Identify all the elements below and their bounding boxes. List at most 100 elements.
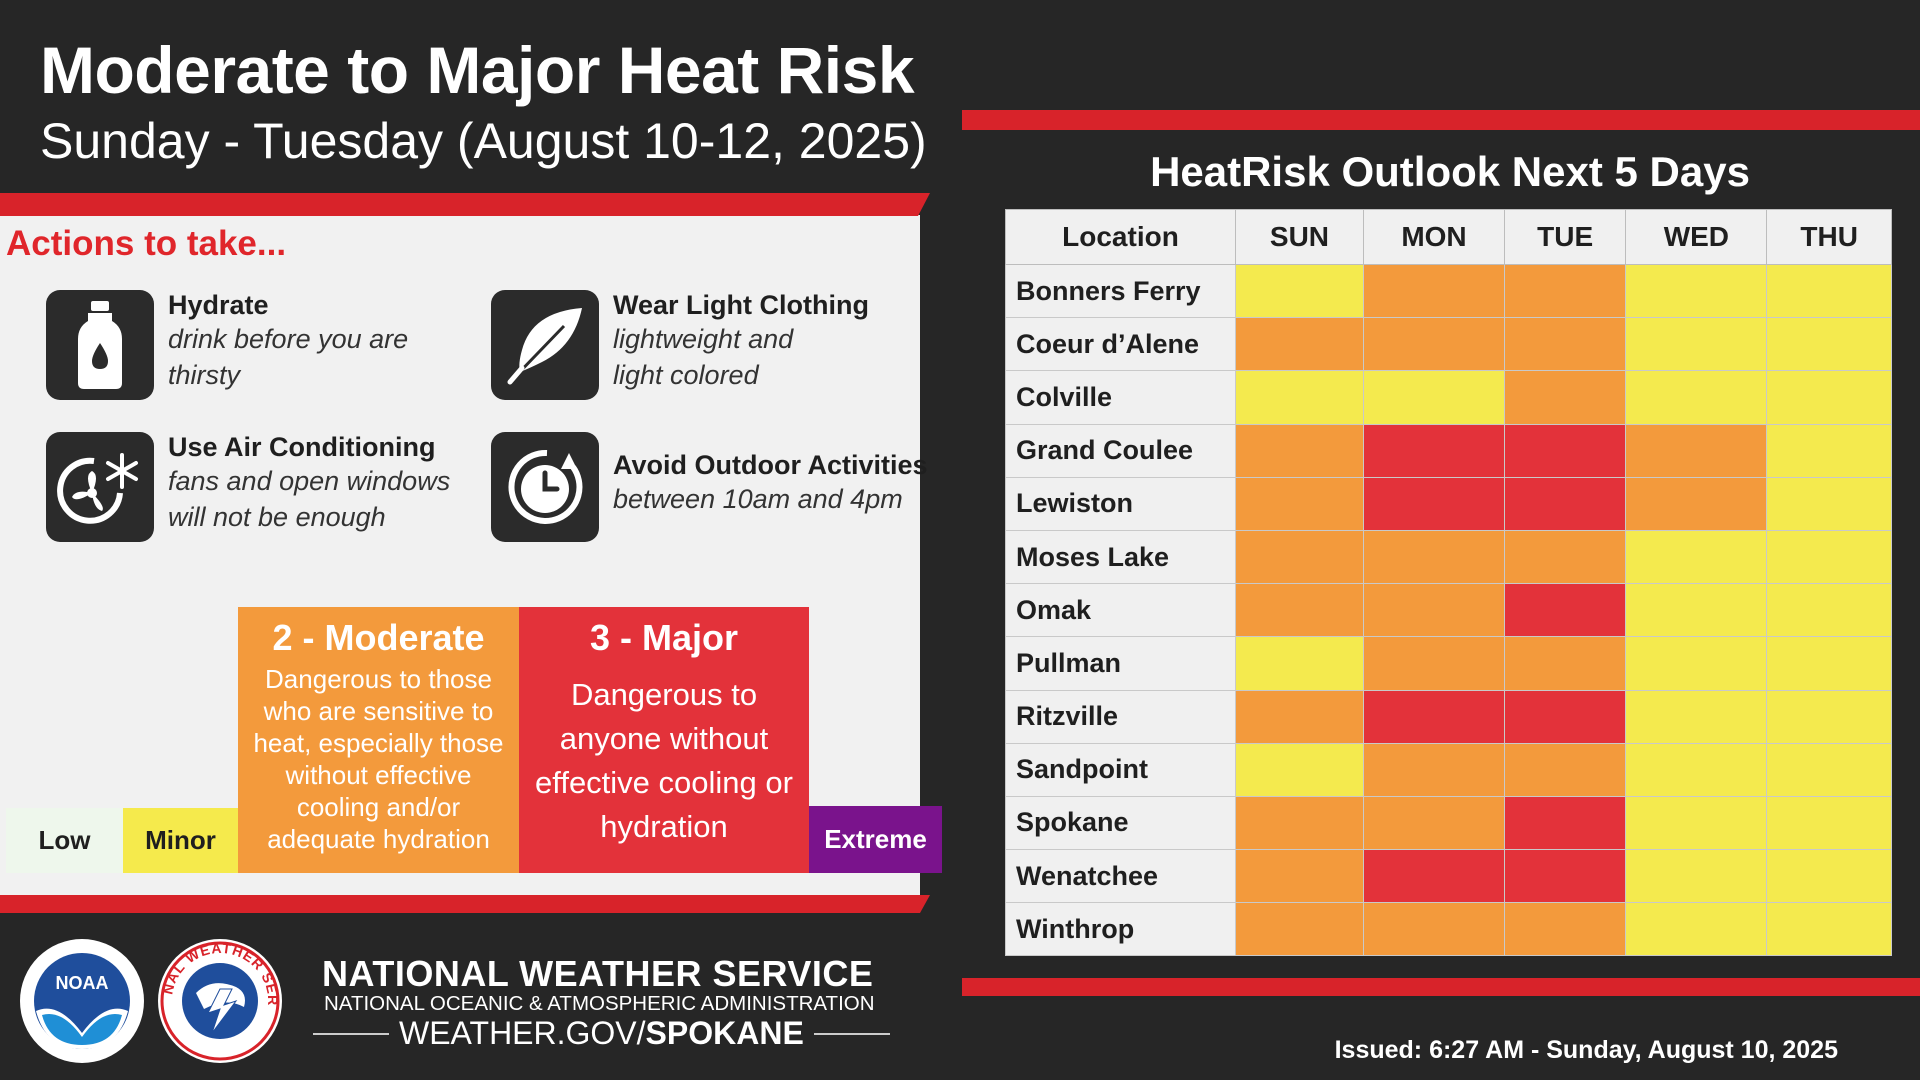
table-row: Colville	[1005, 370, 1892, 425]
actions-heading: Actions to take...	[6, 224, 287, 263]
location-cell: Moses Lake	[1005, 529, 1236, 585]
location-cell: Winthrop	[1005, 902, 1236, 957]
table-row: Bonners Ferry	[1005, 263, 1892, 319]
divider	[313, 1032, 389, 1035]
location-cell: Omak	[1005, 583, 1236, 638]
feather-icon	[491, 290, 599, 400]
heatrisk-level-cell	[1362, 636, 1506, 691]
heatrisk-level-cell	[1362, 476, 1506, 531]
column-header-location: Location	[1005, 209, 1236, 265]
scale-low: Low	[6, 808, 123, 873]
scale-moderate-title: 2 - Moderate	[272, 617, 485, 658]
table-row: Pullman	[1005, 636, 1892, 691]
table-row: Coeur d’Alene	[1005, 317, 1892, 372]
heatrisk-level-cell	[1504, 902, 1627, 957]
heatrisk-level-cell	[1504, 263, 1627, 319]
nws-logo: NATIONAL WEATHER SERVICE	[156, 937, 282, 1063]
action-avoid-outdoor-text: Avoid Outdoor Activities between 10am an…	[613, 432, 928, 517]
noaa-logo-text: NOAA	[56, 973, 109, 993]
scale-moderate-description: Dangerous to those who are sensitive to …	[253, 664, 504, 854]
heatrisk-level-cell	[1362, 689, 1506, 744]
heatrisk-level-cell	[1504, 795, 1627, 851]
action-description: between 10am and 4pm	[613, 484, 903, 514]
location-cell: Wenatchee	[1005, 849, 1236, 904]
heatrisk-level-cell	[1504, 742, 1627, 797]
action-air-conditioning: Use Air Conditioning fans and open windo…	[46, 432, 486, 542]
heatrisk-outlook-table: Location SUN MON TUE WED THU Bonners Ferry Coe…	[1005, 209, 1892, 957]
table-row: Spokane	[1005, 795, 1892, 851]
heatrisk-level-cell	[1625, 317, 1768, 372]
heatrisk-level-cell	[1625, 636, 1768, 691]
heatrisk-level-cell	[1766, 742, 1892, 797]
heatrisk-level-cell	[1504, 529, 1627, 585]
action-light-clothing-text: Wear Light Clothing lightweight and ligh…	[613, 290, 869, 393]
heatrisk-level-cell	[1235, 849, 1364, 904]
table-row: Winthrop	[1005, 902, 1892, 957]
scale-major: 3 - Major Dangerous to anyone without ef…	[519, 607, 809, 873]
table-row: Ritzville	[1005, 689, 1892, 744]
divider	[813, 1032, 890, 1035]
heatrisk-level-cell	[1362, 583, 1506, 638]
action-description: fans and open windows will not be enough	[168, 466, 451, 532]
website-link[interactable]: WEATHER.GOV/SPOKANE	[399, 1015, 804, 1052]
column-header-day: TUE	[1504, 209, 1627, 265]
column-header-day: SUN	[1235, 209, 1364, 265]
location-cell: Colville	[1005, 370, 1236, 425]
table-header-row: Location SUN MON TUE WED THU	[1005, 209, 1892, 265]
location-cell: Sandpoint	[1005, 742, 1236, 797]
heatrisk-level-cell	[1625, 476, 1768, 531]
heatrisk-level-cell	[1235, 795, 1364, 851]
column-header-day: THU	[1766, 209, 1892, 265]
action-description: drink before you are thirsty	[168, 324, 409, 390]
heatrisk-level-cell	[1766, 370, 1892, 425]
location-cell: Spokane	[1005, 795, 1236, 851]
heatrisk-level-cell	[1625, 529, 1768, 585]
column-header-day: MON	[1362, 209, 1506, 265]
heatrisk-level-cell	[1235, 689, 1364, 744]
location-cell: Bonners Ferry	[1005, 263, 1236, 319]
heatrisk-level-cell	[1504, 476, 1627, 531]
table-row: Lewiston	[1005, 476, 1892, 531]
website-prefix: WEATHER.GOV/	[399, 1015, 646, 1051]
table-row: Grand Coulee	[1005, 423, 1892, 478]
date-range-subtitle: Sunday - Tuesday (August 10-12, 2025)	[40, 113, 927, 169]
heatrisk-level-cell	[1766, 902, 1892, 957]
heatrisk-level-cell	[1625, 742, 1768, 797]
heatrisk-level-cell	[1362, 317, 1506, 372]
location-cell: Lewiston	[1005, 476, 1236, 531]
heatrisk-level-cell	[1625, 263, 1768, 319]
location-cell: Coeur d’Alene	[1005, 317, 1236, 372]
action-avoid-outdoor: Avoid Outdoor Activities between 10am an…	[491, 432, 951, 542]
heatrisk-level-cell	[1766, 689, 1892, 744]
heatrisk-level-cell	[1766, 476, 1892, 531]
heatrisk-level-cell	[1362, 742, 1506, 797]
heatrisk-level-cell	[1235, 742, 1364, 797]
agency-name: NATIONAL WEATHER SERVICE	[322, 953, 874, 994]
fan-snowflake-icon	[46, 432, 154, 542]
heatrisk-level-cell	[1362, 849, 1506, 904]
heatrisk-level-cell	[1235, 902, 1364, 957]
action-description: lightweight and light colored	[613, 324, 794, 390]
heatrisk-level-cell	[1625, 583, 1768, 638]
scale-major-title: 3 - Major	[589, 617, 739, 658]
heatrisk-level-cell	[1362, 529, 1506, 585]
heatrisk-level-cell	[1625, 795, 1768, 851]
scale-major-description: Dangerous to anyone without effective co…	[535, 677, 793, 844]
heatrisk-level-cell	[1625, 689, 1768, 744]
action-hydrate: Hydrate drink before you are thirsty	[46, 290, 446, 400]
table-row: Sandpoint	[1005, 742, 1892, 797]
clock-icon	[491, 432, 599, 542]
heatrisk-level-cell	[1235, 636, 1364, 691]
heatrisk-level-cell	[1235, 583, 1364, 638]
parent-agency-name: NATIONAL OCEANIC & ATMOSPHERIC ADMINISTR…	[324, 992, 875, 1015]
table-row: Moses Lake	[1005, 529, 1892, 585]
heatrisk-level-cell	[1766, 583, 1892, 638]
right-bottom-stripe	[962, 978, 1920, 996]
heatrisk-level-cell	[1625, 902, 1768, 957]
action-title: Avoid Outdoor Activities	[613, 450, 928, 480]
website-office: SPOKANE	[645, 1015, 804, 1051]
heatrisk-level-cell	[1504, 370, 1627, 425]
action-hydrate-text: Hydrate drink before you are thirsty	[168, 290, 448, 393]
heatrisk-level-cell	[1504, 689, 1627, 744]
scale-moderate: 2 - Moderate Dangerous to those who are …	[238, 607, 519, 873]
